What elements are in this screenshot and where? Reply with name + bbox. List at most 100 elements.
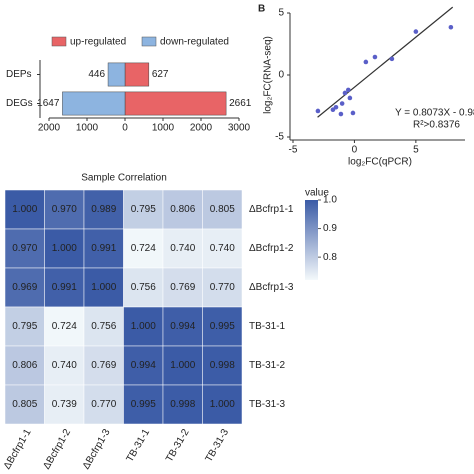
cell-label: 0.756 bbox=[91, 321, 116, 332]
column-label: TB-31-3 bbox=[204, 427, 232, 464]
cell-label: 0.724 bbox=[131, 243, 156, 254]
heatmap-cell bbox=[4, 189, 45, 230]
column-label: TB-31-1 bbox=[125, 427, 153, 464]
row-label: TB-31-3 bbox=[249, 399, 286, 410]
column-label: ΔBcfrp1-3 bbox=[81, 427, 113, 471]
column-label: TB-31-2 bbox=[164, 427, 192, 464]
cell-label: 0.995 bbox=[131, 399, 156, 410]
column-label: ΔBcfrp1-2 bbox=[41, 427, 73, 471]
cell-label: 0.994 bbox=[170, 321, 195, 332]
heatmap-cell bbox=[83, 306, 124, 347]
value-label: 627 bbox=[152, 69, 169, 80]
heatmap-cell bbox=[4, 228, 45, 269]
cell-label: 1.000 bbox=[52, 243, 77, 254]
point bbox=[333, 104, 339, 110]
cell-label: 1.000 bbox=[12, 204, 37, 215]
colorbar-tick-label: 0.9 bbox=[323, 223, 337, 234]
x-tick-label: 3000 bbox=[228, 123, 251, 134]
heatmap-cell bbox=[123, 345, 164, 386]
point bbox=[330, 107, 336, 113]
cell-label: 0.970 bbox=[12, 243, 37, 254]
panel-label: B bbox=[258, 4, 265, 15]
heatmap-cell bbox=[202, 384, 243, 425]
cell-label: 0.770 bbox=[210, 282, 235, 293]
point bbox=[363, 59, 369, 65]
x-axis-label: log₂FC(qPCR) bbox=[348, 157, 412, 168]
point bbox=[315, 108, 321, 114]
x-tick-label: 5 bbox=[413, 145, 419, 156]
value-label: 446 bbox=[88, 69, 105, 80]
x-tick-label: 2000 bbox=[38, 123, 61, 134]
heatmap-cell bbox=[202, 228, 243, 269]
heatmap-cell bbox=[83, 267, 124, 308]
point bbox=[350, 110, 356, 116]
heatmap-cell bbox=[202, 345, 243, 386]
y-tick-label: 0 bbox=[278, 70, 284, 81]
cell-label: 0.989 bbox=[91, 204, 116, 215]
heatmap-cell bbox=[4, 384, 45, 425]
heatmap-cell bbox=[44, 189, 85, 230]
colorbar-title: value bbox=[305, 188, 329, 199]
cell-label: 0.795 bbox=[131, 204, 156, 215]
point bbox=[339, 101, 345, 106]
bar bbox=[107, 62, 126, 87]
annotation: Y = 0.8073X - 0.9854 bbox=[395, 108, 474, 119]
value-label: 2661 bbox=[229, 98, 252, 109]
cell-label: 0.756 bbox=[131, 282, 156, 293]
heatmap-cell bbox=[83, 345, 124, 386]
cell-label: 0.739 bbox=[52, 399, 77, 410]
heatmap-cell bbox=[44, 267, 85, 308]
bar bbox=[124, 91, 227, 116]
cell-label: 0.724 bbox=[52, 321, 77, 332]
cell-label: 0.770 bbox=[91, 399, 116, 410]
heatmap-cell bbox=[4, 306, 45, 347]
y-tick-label: 5 bbox=[278, 8, 284, 19]
colorbar-tick-label: 0.8 bbox=[323, 252, 337, 263]
x-tick-label: 0 bbox=[122, 123, 128, 134]
heatmap-cell bbox=[83, 384, 124, 425]
cell-label: 0.995 bbox=[210, 321, 235, 332]
heatmap-cell bbox=[123, 228, 164, 269]
legend-label: down-regulated bbox=[160, 37, 229, 48]
bar bbox=[124, 62, 150, 87]
cell-label: 1.000 bbox=[91, 282, 116, 293]
cell-label: 0.991 bbox=[91, 243, 116, 254]
point bbox=[372, 54, 378, 60]
cell-label: 0.991 bbox=[52, 282, 77, 293]
heatmap-cell bbox=[202, 306, 243, 347]
heatmap-cell bbox=[162, 189, 203, 230]
x-tick-label: -5 bbox=[289, 145, 298, 156]
x-tick-label: 1000 bbox=[76, 123, 99, 134]
cell-label: 0.998 bbox=[170, 399, 195, 410]
cell-label: 0.805 bbox=[12, 399, 37, 410]
point bbox=[448, 24, 454, 30]
bar bbox=[62, 91, 126, 116]
cell-label: 0.795 bbox=[12, 321, 37, 332]
heatmap-cell bbox=[162, 306, 203, 347]
cell-label: 0.740 bbox=[52, 360, 77, 371]
legend-swatch bbox=[141, 36, 157, 47]
category-label: DEGs bbox=[6, 98, 33, 109]
heatmap-cell bbox=[44, 306, 85, 347]
cell-label: 0.806 bbox=[12, 360, 37, 371]
legend-label: up-regulated bbox=[70, 37, 126, 48]
chart-title: Sample Correlation bbox=[81, 173, 167, 184]
heatmap-cell bbox=[123, 384, 164, 425]
point bbox=[338, 111, 344, 117]
cell-label: 1.000 bbox=[131, 321, 156, 332]
cell-label: 0.994 bbox=[131, 360, 156, 371]
point bbox=[413, 29, 419, 34]
x-tick-label: 0 bbox=[352, 145, 358, 156]
point bbox=[347, 95, 353, 101]
x-tick-label: 2000 bbox=[190, 123, 213, 134]
heatmap-cell bbox=[123, 306, 164, 347]
y-axis-label: log₂FC(RNA-seq) bbox=[263, 36, 274, 114]
category-label: DEPs bbox=[6, 69, 32, 80]
colorbar bbox=[305, 200, 318, 280]
heatmap-cell bbox=[44, 228, 85, 269]
heatmap-cell bbox=[4, 345, 45, 386]
colorbar-tick-label: 1.0 bbox=[323, 195, 337, 206]
heatmap-cell bbox=[202, 267, 243, 308]
y-tick-label: -5 bbox=[275, 132, 284, 143]
